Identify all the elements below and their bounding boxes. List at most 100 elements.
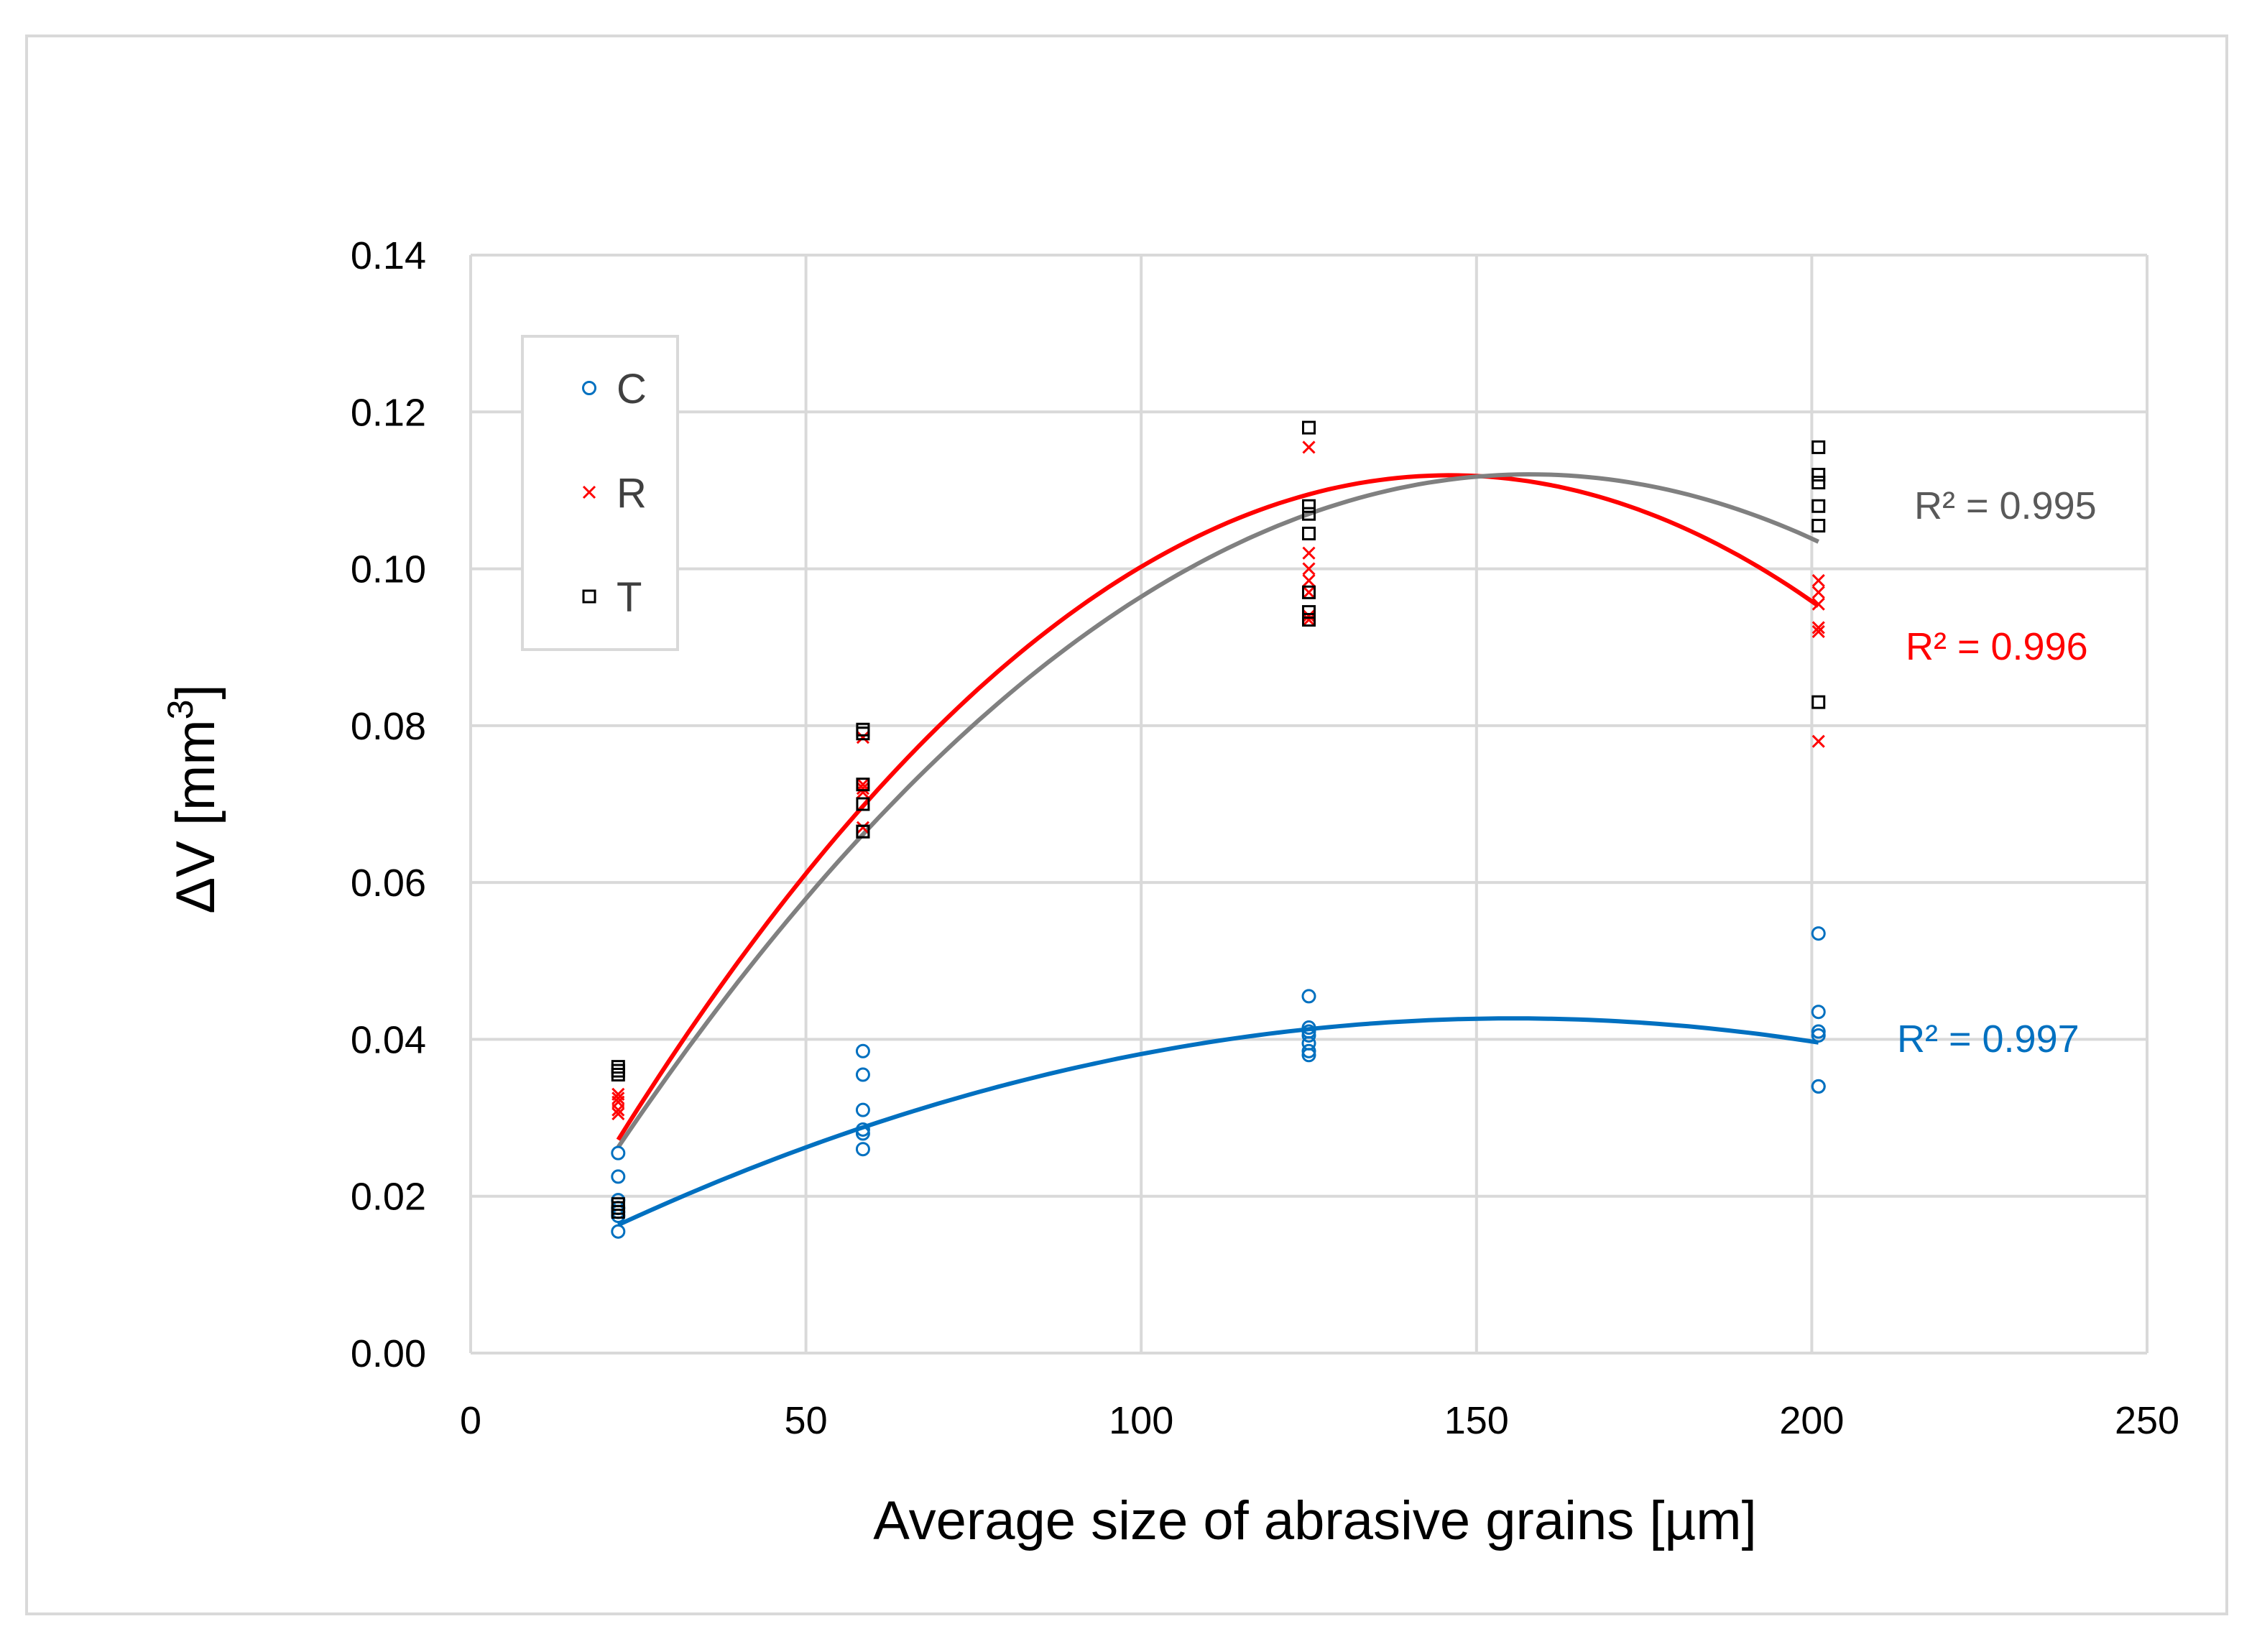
point-t bbox=[856, 797, 870, 811]
r2-label-t: R² = 0.995 bbox=[1914, 484, 2097, 527]
point-c bbox=[855, 1142, 870, 1157]
point-r bbox=[611, 1103, 625, 1117]
legend: C R T bbox=[521, 335, 679, 651]
x-tick-label: 150 bbox=[1444, 1399, 1509, 1442]
point-c bbox=[855, 1067, 870, 1082]
r2-label-r: R² = 0.996 bbox=[1906, 625, 2088, 668]
trendline-r bbox=[616, 473, 1820, 1141]
y-tick-label: 0.12 bbox=[351, 391, 426, 434]
legend-marker-r bbox=[582, 485, 596, 499]
point-r bbox=[1811, 597, 1825, 611]
legend-item-c: C bbox=[582, 366, 647, 412]
point-r bbox=[611, 1107, 625, 1121]
point-c bbox=[611, 1169, 626, 1184]
y-tick-label: 0.04 bbox=[351, 1018, 426, 1061]
point-c bbox=[1811, 1024, 1826, 1039]
r2-label-c: R² = 0.997 bbox=[1897, 1017, 2080, 1061]
x-tick-label: 50 bbox=[785, 1399, 828, 1442]
point-c bbox=[1811, 926, 1826, 941]
legend-label-t: T bbox=[617, 574, 642, 621]
point-t bbox=[1302, 507, 1316, 521]
point-c bbox=[1301, 989, 1316, 1004]
point-r bbox=[1811, 621, 1825, 635]
point-t bbox=[856, 824, 870, 839]
point-t bbox=[1302, 585, 1316, 599]
point-c bbox=[1811, 1028, 1826, 1043]
legend-item-r: R bbox=[582, 470, 647, 517]
r2-labels: R² = 0.997 R² = 0.996 R² = 0.995 bbox=[1897, 484, 2097, 1061]
point-r bbox=[1302, 440, 1316, 454]
point-r bbox=[856, 821, 869, 834]
point-c bbox=[1301, 1020, 1316, 1035]
point-t bbox=[1302, 526, 1316, 540]
point-c bbox=[855, 1102, 870, 1117]
point-r bbox=[856, 782, 869, 795]
y-tick-label: 0.08 bbox=[351, 705, 426, 748]
point-t bbox=[856, 726, 870, 741]
point-t bbox=[1811, 476, 1826, 490]
trendline-t bbox=[616, 472, 1819, 1149]
point-r bbox=[1302, 546, 1316, 560]
point-c bbox=[611, 1224, 626, 1239]
trendline-c bbox=[617, 1016, 1819, 1227]
point-c bbox=[855, 1122, 870, 1137]
axes: 0.00 0.02 0.04 0.06 0.08 0.10 0.12 0.14 0 50 100 15… bbox=[351, 234, 2179, 1442]
point-t bbox=[611, 1205, 625, 1219]
y-tick-label: 0.10 bbox=[351, 548, 426, 591]
y-tick-label: 0.00 bbox=[351, 1332, 426, 1375]
y-tick-label: 0.14 bbox=[351, 234, 426, 277]
data-points bbox=[611, 420, 1826, 1239]
series-r bbox=[611, 440, 1825, 1121]
point-r bbox=[1811, 586, 1825, 599]
legend-box bbox=[521, 335, 679, 651]
point-r bbox=[1302, 573, 1316, 588]
x-axis-title: Average size of abrasive grains [µm] bbox=[873, 1490, 1756, 1551]
legend-label-c: C bbox=[617, 366, 647, 412]
x-tick-label: 100 bbox=[1109, 1399, 1173, 1442]
legend-marker-t bbox=[582, 589, 596, 604]
point-t bbox=[1811, 519, 1826, 533]
point-t bbox=[1302, 420, 1316, 435]
point-c bbox=[1301, 1048, 1316, 1063]
series-t bbox=[611, 420, 1826, 1219]
point-t bbox=[1302, 613, 1316, 627]
point-c bbox=[1811, 1005, 1826, 1020]
point-r bbox=[1811, 624, 1825, 638]
y-axis-title-main: ΔV [mm bbox=[165, 719, 226, 913]
point-t bbox=[1811, 468, 1826, 482]
point-t bbox=[1302, 499, 1316, 513]
point-t bbox=[1302, 605, 1316, 619]
point-c bbox=[855, 1126, 870, 1141]
x-tick-label: 200 bbox=[1779, 1399, 1844, 1442]
point-r bbox=[856, 731, 869, 744]
point-r bbox=[1302, 586, 1316, 599]
trendlines bbox=[616, 472, 1820, 1227]
point-t bbox=[611, 1068, 625, 1082]
y-axis-title-superscript: 3 bbox=[160, 700, 200, 720]
series-c bbox=[611, 926, 1826, 1239]
legend-label-r: R bbox=[617, 470, 647, 517]
point-r bbox=[611, 1092, 625, 1105]
point-t bbox=[1811, 695, 1826, 709]
x-tick-label: 250 bbox=[2115, 1399, 2179, 1442]
point-t bbox=[856, 777, 870, 792]
point-t bbox=[1811, 440, 1826, 454]
point-r bbox=[1302, 613, 1316, 627]
point-r bbox=[1302, 609, 1316, 623]
point-r bbox=[1302, 562, 1316, 576]
point-t bbox=[1811, 499, 1826, 513]
x-tick-label: 0 bbox=[460, 1399, 481, 1442]
point-t bbox=[611, 1060, 625, 1074]
y-axis-title-close: ] bbox=[165, 684, 226, 699]
point-t bbox=[611, 1063, 625, 1078]
point-c bbox=[1301, 1043, 1316, 1058]
point-c bbox=[855, 1043, 870, 1058]
y-tick-label: 0.06 bbox=[351, 862, 426, 905]
legend-item-t: T bbox=[582, 574, 642, 621]
point-r bbox=[1811, 573, 1825, 588]
point-r bbox=[1811, 734, 1825, 748]
point-c bbox=[1301, 1028, 1316, 1043]
point-c bbox=[611, 1145, 626, 1160]
y-axis-title: ΔV [mm3] bbox=[160, 684, 226, 913]
